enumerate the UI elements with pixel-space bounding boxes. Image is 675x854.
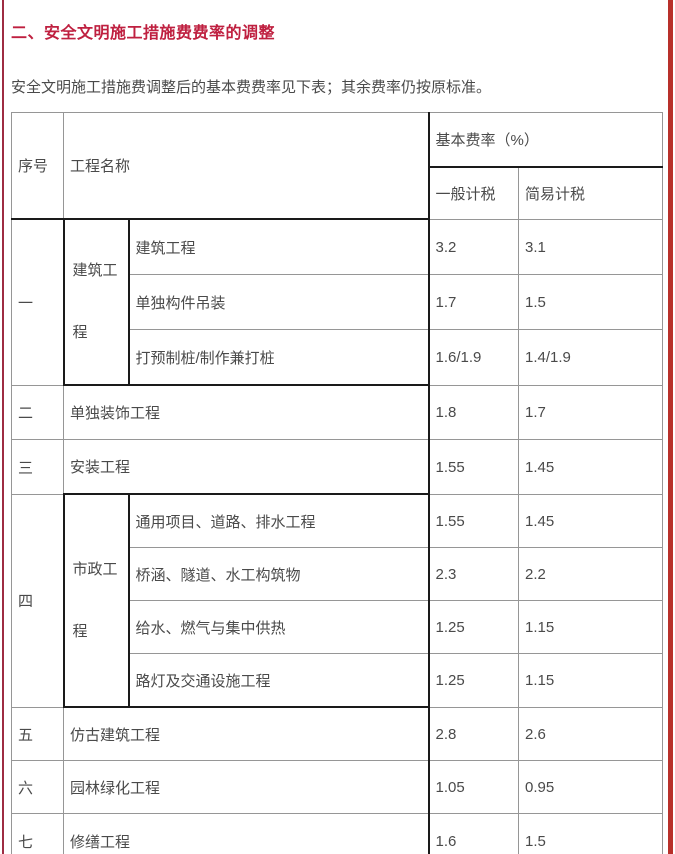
table-row: 给水、燃气与集中供热 1.25 1.15 bbox=[12, 600, 664, 655]
sub-item-name: 桥涵、隧道、水工构筑物 bbox=[127, 547, 430, 602]
general-tax-value: 1.7 bbox=[427, 274, 520, 331]
row-index: 四 bbox=[11, 493, 64, 708]
section-title: 二、安全文明施工措施费费率的调整 bbox=[11, 25, 276, 42]
header-basic-rate: 基本费率（%） bbox=[427, 111, 664, 168]
simple-tax-value: 1.5 bbox=[518, 813, 664, 854]
simple-tax-value: 1.15 bbox=[518, 653, 664, 708]
group-name: 建筑工程 bbox=[62, 218, 130, 387]
general-tax-value: 3.2 bbox=[427, 218, 520, 276]
simple-tax-value: 3.1 bbox=[518, 218, 664, 276]
simple-tax-value: 1.45 bbox=[518, 439, 664, 495]
table-row: 三 安装工程 1.55 1.45 bbox=[11, 439, 664, 495]
general-tax-value: 1.6 bbox=[427, 813, 520, 854]
sub-item-name: 建筑工程 bbox=[127, 218, 430, 276]
table-row: 单独构件吊装 1.7 1.5 bbox=[12, 274, 664, 331]
header-general-tax: 一般计税 bbox=[427, 166, 520, 220]
project-name: 修缮工程 bbox=[62, 813, 430, 854]
row-index: 六 bbox=[11, 760, 64, 815]
table-row: 七 修缮工程 1.6 1.5 bbox=[11, 813, 664, 854]
table-row: 打预制桩/制作兼打桩 1.6/1.9 1.4/1.9 bbox=[12, 329, 664, 387]
table-row: 四 市政工程 通用项目、道路、排水工程 1.55 1.45 bbox=[11, 493, 664, 709]
simple-tax-value: 1.45 bbox=[518, 493, 664, 549]
table-header-row-2: 一般计税 简易计税 bbox=[12, 166, 664, 220]
general-tax-value: 2.3 bbox=[427, 547, 520, 602]
project-name: 仿古建筑工程 bbox=[62, 706, 430, 762]
general-tax-value: 1.55 bbox=[427, 439, 520, 495]
row-index: 一 bbox=[11, 218, 64, 386]
table-header-row-1: 序号 工程名称 基本费率（%） bbox=[11, 111, 664, 221]
simple-tax-value: 1.5 bbox=[518, 274, 664, 331]
row-index: 五 bbox=[11, 706, 64, 762]
simple-tax-value: 2.6 bbox=[518, 706, 664, 762]
row-index: 三 bbox=[11, 439, 64, 495]
fee-rate-table: 序号 工程名称 基本费率（%） 一般计税 简易计税 一 建筑工程 建筑工程 3.… bbox=[11, 111, 664, 854]
row-index: 七 bbox=[11, 813, 64, 854]
simple-tax-value: 1.15 bbox=[518, 600, 664, 655]
table-row: 六 园林绿化工程 1.05 0.95 bbox=[11, 760, 664, 815]
sub-item-name: 单独构件吊装 bbox=[127, 274, 430, 331]
header-simple-tax: 简易计税 bbox=[518, 166, 664, 220]
general-tax-value: 1.25 bbox=[427, 600, 520, 655]
general-tax-value: 1.05 bbox=[427, 760, 520, 815]
general-tax-value: 1.55 bbox=[427, 493, 520, 549]
simple-tax-value: 1.4/1.9 bbox=[518, 329, 664, 386]
intro-paragraph: 安全文明施工措施费调整后的基本费费率见下表；其余费率仍按原标准。 bbox=[11, 79, 492, 97]
general-tax-value: 1.6/1.9 bbox=[427, 329, 520, 386]
sub-item-name: 打预制桩/制作兼打桩 bbox=[127, 329, 430, 387]
project-name: 安装工程 bbox=[62, 439, 430, 495]
simple-tax-value: 0.95 bbox=[518, 760, 664, 815]
general-tax-value: 1.8 bbox=[427, 384, 520, 441]
row-index: 二 bbox=[11, 384, 64, 441]
table-row: 路灯及交通设施工程 1.25 1.15 bbox=[12, 653, 664, 709]
general-tax-value: 1.25 bbox=[427, 653, 520, 708]
group-name: 市政工程 bbox=[62, 493, 130, 709]
sub-item-name: 给水、燃气与集中供热 bbox=[127, 600, 430, 655]
simple-tax-value: 1.7 bbox=[518, 384, 664, 441]
simple-tax-value: 2.2 bbox=[518, 547, 664, 602]
sub-item-name: 通用项目、道路、排水工程 bbox=[127, 493, 430, 549]
table-row: 一 建筑工程 建筑工程 3.2 3.1 bbox=[11, 218, 664, 387]
general-tax-value: 2.8 bbox=[427, 706, 520, 762]
table-row: 桥涵、隧道、水工构筑物 2.3 2.2 bbox=[12, 547, 664, 602]
table-row: 五 仿古建筑工程 2.8 2.6 bbox=[11, 706, 664, 762]
header-project-name: 工程名称 bbox=[62, 111, 430, 221]
project-name: 单独装饰工程 bbox=[62, 384, 430, 441]
project-name: 园林绿化工程 bbox=[62, 760, 430, 815]
sub-item-name: 路灯及交通设施工程 bbox=[127, 653, 430, 709]
table-row: 二 单独装饰工程 1.8 1.7 bbox=[11, 384, 664, 441]
header-index: 序号 bbox=[11, 111, 64, 221]
